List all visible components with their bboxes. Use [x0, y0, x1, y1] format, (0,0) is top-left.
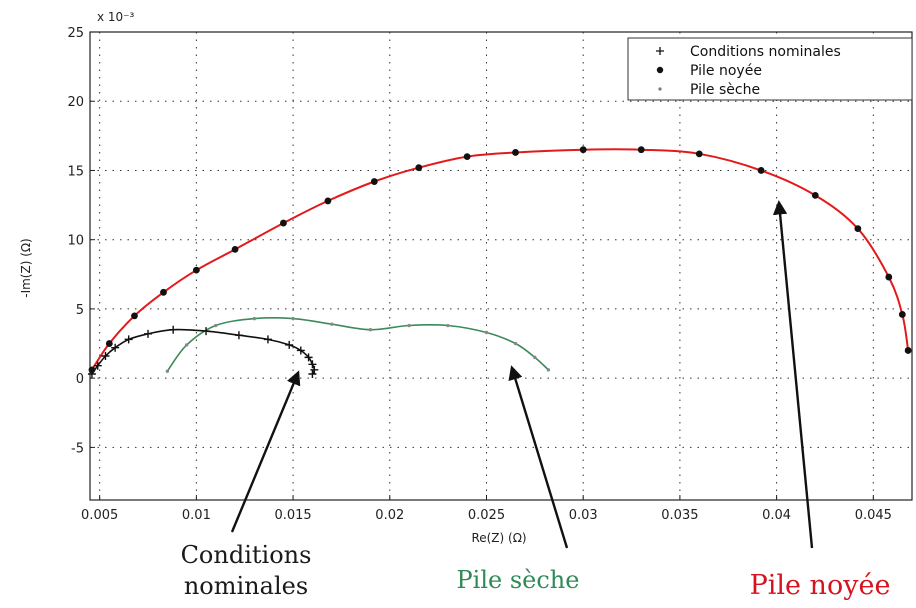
legend-marker-small-dot — [658, 87, 662, 91]
legend-entry-pile-seche: Pile sèche — [658, 82, 760, 98]
data-point-pile-seche — [446, 323, 450, 328]
x-tick-label: 0.025 — [468, 508, 505, 523]
x-tick-label: 0.005 — [81, 508, 118, 523]
x-tick-label: 0.01 — [182, 508, 211, 523]
legend-label: Pile sèche — [690, 82, 760, 98]
data-point-conditions-nominales — [111, 343, 120, 352]
data-point-pile-seche — [185, 343, 189, 347]
x-axis-label: Re(Z) (Ω) — [471, 531, 526, 545]
arrow-pile-noyee — [772, 200, 814, 549]
data-point-pile-noyee — [637, 146, 645, 154]
y-tick-label: 15 — [67, 164, 84, 179]
data-point-conditions-nominales — [308, 370, 317, 378]
y-tick-label: 10 — [67, 234, 84, 249]
data-point-pile-noyee — [811, 191, 819, 199]
data-point-conditions-nominales — [310, 365, 319, 374]
data-point-conditions-nominales — [263, 335, 272, 344]
grid — [90, 31, 912, 500]
y-tick-label: 5 — [76, 303, 84, 318]
data-point-conditions-nominales — [202, 327, 211, 336]
data-point-pile-noyee — [512, 149, 519, 156]
data-point-pile-seche — [484, 330, 489, 335]
data-point-conditions-nominales — [144, 329, 153, 338]
data-point-pile-noyee — [88, 366, 96, 374]
axes — [89, 31, 913, 501]
data-point-conditions-nominales — [124, 335, 133, 344]
data-point-pile-noyee — [415, 164, 423, 172]
data-point-conditions-nominales — [101, 352, 110, 360]
annotation-conditions-nominales-line2: nominales — [184, 572, 308, 600]
series-line-0 — [91, 328, 316, 375]
x-tick-label: 0.04 — [762, 508, 791, 523]
data-point-pile-noyee — [695, 150, 703, 158]
legend-label: Conditions nominales — [690, 44, 841, 60]
tick-labels: 0.005 0.01 0.015 0.02 0.025 0.03 0.035 0.04 0.04… — [67, 26, 891, 523]
data-point-pile-noyee — [885, 273, 893, 281]
legend-marker-dot — [656, 66, 664, 74]
annotation-conditions-nominales-line1: Conditions — [181, 541, 312, 569]
y-tick-label: 0 — [76, 372, 84, 387]
data-point-pile-seche — [546, 368, 551, 372]
legend: Conditions nominales Pile noyée Pile sèc… — [627, 37, 913, 101]
data-point-pile-noyee — [854, 225, 862, 233]
y-axis-label: -Im(Z) (Ω) — [19, 238, 33, 298]
data-point-conditions-nominales — [93, 361, 102, 370]
data-point-pile-noyee — [324, 197, 332, 205]
data-point-pile-noyee — [280, 219, 287, 227]
y-tick-label: 20 — [67, 95, 84, 110]
data-point-pile-seche — [165, 369, 170, 373]
data-point-conditions-nominales — [285, 340, 294, 349]
data-point-pile-seche — [533, 355, 537, 360]
y-tick-label: -5 — [71, 441, 84, 456]
data-point-pile-noyee — [463, 153, 471, 161]
legend-marker-plus — [656, 47, 664, 55]
series-points — [87, 146, 912, 378]
data-point-pile-seche — [214, 323, 218, 328]
data-point-pile-seche — [513, 341, 518, 346]
data-point-pile-noyee — [370, 178, 378, 185]
x-tick-label: 0.03 — [569, 508, 598, 523]
data-point-pile-noyee — [105, 340, 113, 347]
legend-label: Pile noyée — [690, 63, 762, 79]
data-point-pile-noyee — [904, 347, 912, 354]
arrow-conditions-nominales — [230, 370, 301, 533]
data-point-conditions-nominales — [308, 360, 317, 369]
legend-box — [627, 37, 913, 101]
data-point-pile-seche — [252, 316, 257, 321]
data-point-pile-noyee — [131, 312, 138, 320]
data-point-pile-seche — [407, 323, 411, 328]
x-tick-label: 0.035 — [661, 508, 698, 523]
data-point-pile-noyee — [757, 167, 765, 174]
plot-frame — [89, 31, 913, 501]
annotation-pile-seche: Pile sèche — [457, 566, 580, 594]
data-point-conditions-nominales — [169, 325, 178, 334]
data-point-pile-noyee — [160, 288, 167, 296]
data-point-conditions-nominales — [296, 346, 305, 355]
data-point-conditions-nominales — [304, 353, 313, 362]
data-point-pile-noyee — [192, 266, 200, 274]
x-tick-label: 0.015 — [274, 508, 311, 523]
arrow-pile-seche — [508, 365, 569, 549]
data-point-pile-noyee — [898, 311, 906, 318]
legend-entry-pile-noyee: Pile noyée — [656, 63, 762, 79]
series-line-2 — [166, 317, 549, 372]
legend-entry-conditions-nominales: Conditions nominales — [656, 44, 841, 60]
x-tick-label: 0.02 — [375, 508, 404, 523]
data-point-pile-noyee — [231, 245, 239, 253]
data-point-pile-seche — [291, 316, 295, 321]
annotation-pile-noyee: Pile noyée — [750, 570, 891, 601]
annotations: Conditions nominales Pile sèche Pile noy… — [181, 200, 891, 601]
x-tick-label: 0.045 — [855, 508, 892, 523]
data-point-pile-seche — [330, 322, 334, 326]
y-tick-label: 25 — [67, 26, 84, 41]
data-point-conditions-nominales — [234, 331, 243, 340]
y-axis-multiplier: x 10⁻³ — [97, 10, 135, 24]
data-point-pile-noyee — [579, 146, 587, 154]
data-point-pile-seche — [368, 327, 373, 332]
